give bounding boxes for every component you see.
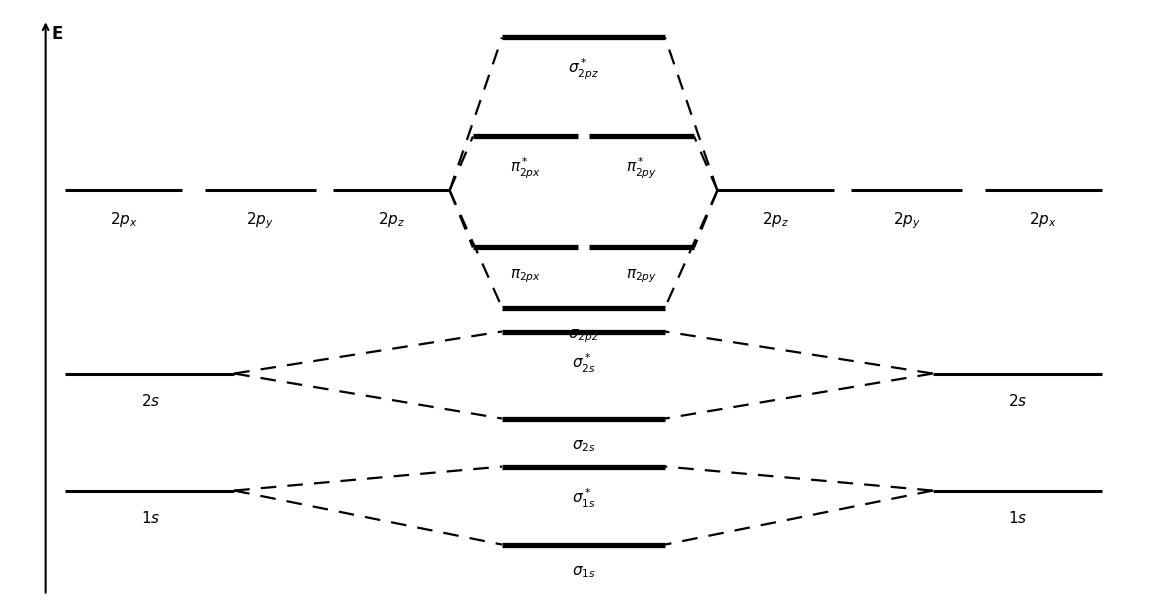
Text: $2p_x$: $2p_x$	[1029, 210, 1057, 229]
Text: $\sigma^*_{2pz}$: $\sigma^*_{2pz}$	[568, 57, 599, 83]
Text: $\pi^*_{2px}$: $\pi^*_{2px}$	[510, 156, 540, 182]
Text: $2s$: $2s$	[1008, 393, 1027, 409]
Text: $2p_z$: $2p_z$	[378, 210, 405, 229]
Text: $1s$: $1s$	[141, 510, 160, 526]
Text: $\pi^*_{2py}$: $\pi^*_{2py}$	[627, 156, 657, 182]
Text: $2p_x$: $2p_x$	[110, 210, 138, 229]
Text: $\sigma_{2s}$: $\sigma_{2s}$	[572, 438, 595, 454]
Text: $\sigma_{1s}$: $\sigma_{1s}$	[572, 564, 595, 580]
Text: $\pi_{2px}$: $\pi_{2px}$	[510, 267, 540, 285]
Text: $1s$: $1s$	[1008, 510, 1027, 526]
Text: E: E	[51, 25, 63, 43]
Text: $\sigma^*_{1s}$: $\sigma^*_{1s}$	[572, 487, 595, 510]
Text: $2p_y$: $2p_y$	[246, 210, 274, 231]
Text: $2s$: $2s$	[141, 393, 160, 409]
Text: $2p_y$: $2p_y$	[893, 210, 921, 231]
Text: $\pi_{2py}$: $\pi_{2py}$	[627, 267, 657, 285]
Text: $\sigma^*_{2s}$: $\sigma^*_{2s}$	[572, 352, 595, 374]
Text: $2p_z$: $2p_z$	[762, 210, 789, 229]
Text: $\sigma_{2pz}$: $\sigma_{2pz}$	[568, 327, 599, 345]
